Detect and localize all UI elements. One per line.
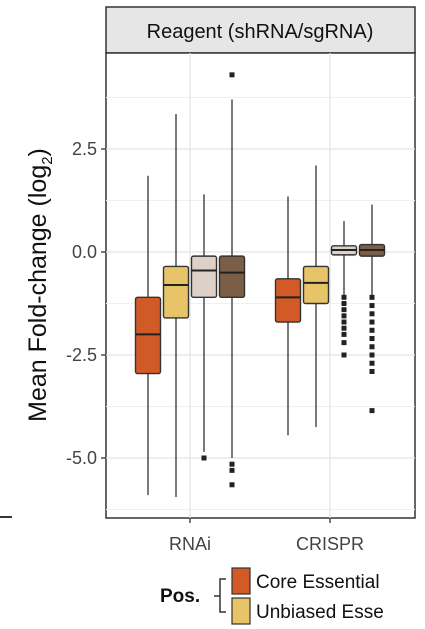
outlier-point: [201, 455, 207, 461]
outlier-point: [369, 294, 375, 300]
outlier-point: [341, 352, 347, 358]
outlier-point: [341, 313, 347, 319]
outlier-point: [369, 360, 375, 366]
box-body: [190, 255, 218, 299]
outlier-point: [229, 72, 235, 78]
x-tick-label: RNAi: [169, 534, 211, 554]
facet-strip: [105, 6, 416, 54]
box-crispr-1: [302, 165, 330, 428]
outlier-point: [229, 482, 235, 488]
outlier-point: [341, 294, 347, 300]
legend-bracket: [219, 578, 226, 613]
box-body: [218, 255, 246, 299]
facet-strip-label: Reagent (shRNA/sgRNA): [147, 21, 374, 43]
box-body: [274, 278, 302, 323]
y-tick-label: -2.5: [66, 345, 97, 365]
y-axis-title-subscript: 2: [39, 156, 56, 164]
outlier-point: [369, 408, 375, 414]
outlier-point: [369, 303, 375, 309]
legend: Pos. Core Essential Unbiased Esse: [160, 567, 384, 625]
box-rnai-0: [134, 175, 162, 496]
y-tick-label: 0.0: [72, 242, 97, 262]
y-tick-label: -5.0: [66, 448, 97, 468]
outlier-point: [229, 461, 235, 467]
y-axis-title-close: ): [24, 148, 52, 156]
legend-label-unbiased-essential: Unbiased Esse: [256, 602, 384, 623]
y-axis-title-main: Mean Fold-change (log: [24, 165, 52, 422]
outlier-point: [369, 336, 375, 342]
legend-title: Pos.: [160, 586, 200, 607]
box-rnai-2: [190, 194, 218, 461]
outlier-point: [229, 467, 235, 473]
outlier-point: [341, 319, 347, 325]
box-crispr-0: [274, 196, 302, 436]
outlier-point: [369, 368, 375, 374]
outlier-point: [341, 325, 347, 331]
box-body: [302, 265, 330, 305]
outlier-point: [341, 307, 347, 313]
y-axis-title: Mean Fold-change (log2): [24, 148, 56, 422]
legend-label-core-essential: Core Essential: [256, 572, 380, 593]
x-axis-ticks: RNAi CRISPR: [169, 518, 364, 554]
outlier-point: [369, 352, 375, 358]
outlier-point: [369, 319, 375, 325]
box-crispr-3: [358, 204, 386, 414]
box-rnai-1: [162, 113, 190, 498]
outlier-point: [341, 340, 347, 346]
outlier-point: [341, 301, 347, 306]
y-tick-label: 2.5: [72, 139, 97, 159]
outlier-point: [369, 327, 375, 333]
outlier-point: [369, 344, 375, 350]
box-body: [162, 265, 190, 319]
outlier-point: [369, 311, 375, 317]
box-rnai-3: [218, 72, 246, 488]
x-tick-label: CRISPR: [296, 534, 364, 554]
outlier-point: [341, 331, 347, 337]
box-crispr-2: [330, 221, 358, 358]
plot-panel: [105, 52, 416, 519]
box-series: [134, 72, 386, 498]
legend-swatch-core-essential: [231, 567, 251, 595]
legend-swatch-unbiased-essential: [231, 597, 251, 625]
box-body: [134, 296, 162, 375]
y-axis-ticks: 2.5 0.0 -2.5 -5.0: [66, 139, 106, 468]
